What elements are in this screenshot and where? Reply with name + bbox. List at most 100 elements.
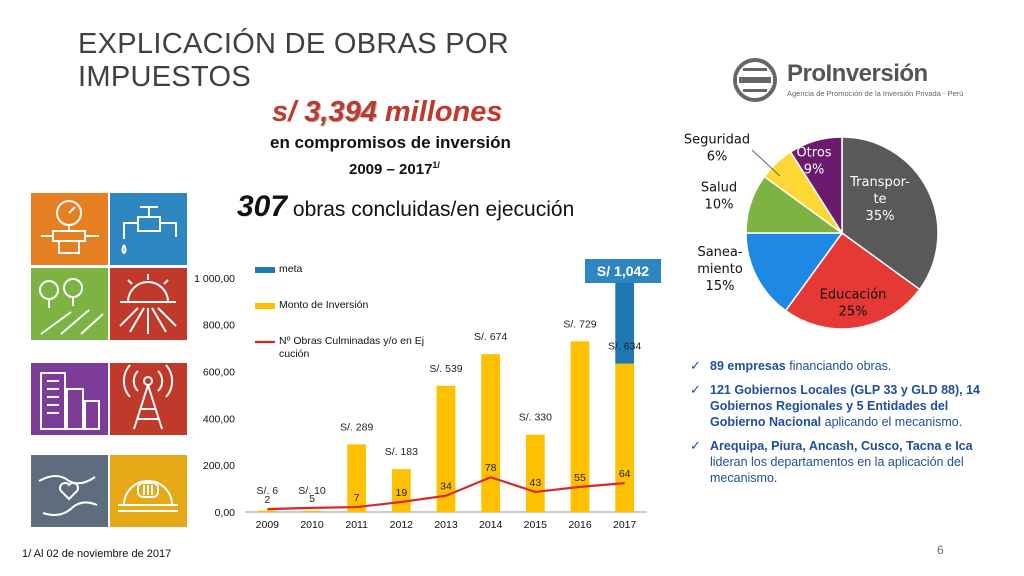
obras-count-label: 19 — [395, 487, 407, 499]
bar-value-label: S/. 330 — [519, 412, 552, 424]
legend-label: Monto de Inversión — [279, 299, 368, 311]
obras-count-label: 7 — [354, 492, 360, 504]
bullet-bold: 89 empresas — [710, 359, 786, 373]
water-tap-icon — [110, 193, 187, 265]
bar-value-label: S/. 6 — [257, 485, 279, 497]
y-tick-label: 800,00 — [203, 320, 235, 332]
pie-leader-line — [751, 149, 781, 177]
bullet-text: lideran los departamentos en la aplicaci… — [710, 455, 964, 485]
amount-value: 3,394 — [304, 96, 377, 128]
helmet-icon — [110, 455, 187, 527]
x-tick-label: 2017 — [613, 519, 637, 531]
footnote: 1/ Al 02 de noviembre de 2017 — [22, 548, 172, 560]
monto-bar — [525, 434, 545, 512]
obras-line — [267, 476, 625, 511]
obras-count-label: 2 — [264, 494, 270, 506]
bullet-item: ✓ 89 empresas financiando obras. — [690, 358, 990, 374]
antenna-tower-icon — [110, 363, 187, 435]
checkmark-icon: ✓ — [690, 358, 701, 373]
monto-bar — [257, 510, 277, 512]
obras-count-label: 34 — [440, 481, 452, 493]
title-line-1: EXPLICACIÓN DE OBRAS POR — [78, 28, 510, 60]
bullet-item: ✓ Arequipa, Piura, Ancash, Cusco, Tacna … — [690, 438, 990, 486]
bar-value-label: S/. 289 — [340, 421, 373, 433]
legend-label: meta — [279, 263, 303, 275]
sector-pie-chart: Transpor-te 35% Educación 25% Sanea-miento 15… — [684, 133, 939, 330]
y-tick-label: 1 000,00 — [194, 273, 235, 285]
checkmark-icon: ✓ — [690, 382, 701, 397]
pie-pct-label: 10% — [705, 198, 734, 213]
period-text: 2009 – 20171/ — [349, 160, 440, 178]
works-text: obras concluidas/en ejecución — [292, 198, 575, 221]
title-line-2: IMPUESTOS — [78, 61, 251, 93]
investment-bar-chart: 0,00 200,00 400,00 600,00 800,00 1 000,00 2009… — [194, 263, 647, 531]
buildings-icon — [31, 363, 108, 435]
period-footnote-mark: 1/ — [432, 160, 440, 170]
monto-bar — [302, 510, 322, 512]
y-tick-label: 200,00 — [203, 460, 235, 472]
logo-tagline: Agencia de Promoción de la Inversión Pri… — [787, 89, 964, 98]
works-summary: 307 obras concluidas/en ejecución — [237, 190, 574, 224]
pie-pct-label: 15% — [706, 279, 735, 294]
x-tick-label: 2016 — [568, 519, 592, 531]
obras-count-label: 43 — [529, 477, 541, 489]
pie-label: Sanea- — [697, 245, 742, 260]
hands-heart-icon — [31, 455, 108, 527]
pie-label: miento — [697, 262, 743, 277]
amount-prefix: s/ — [272, 96, 297, 128]
monto-bar — [615, 363, 635, 512]
investment-amount: s/ 3,394 millones — [272, 96, 503, 129]
pie-label: te — [873, 192, 886, 207]
obras-count-label: 64 — [619, 468, 631, 480]
works-number: 307 — [237, 190, 288, 223]
bullet-text: financiando obras. — [785, 359, 892, 373]
total-badge: S/ 1,042 — [585, 259, 661, 283]
monto-bar — [436, 385, 456, 512]
obras-count-label: 78 — [485, 462, 497, 474]
bar-value-label: S/. 729 — [563, 318, 596, 330]
gauge-pipe-icon — [31, 193, 108, 265]
x-tick-label: 2012 — [390, 519, 414, 531]
pie-label: Seguridad — [684, 133, 750, 148]
period-years: 2009 – 2017 — [349, 161, 433, 178]
obras-count-label: 5 — [309, 493, 315, 505]
x-tick-label: 2010 — [300, 519, 324, 531]
x-tick-label: 2015 — [524, 519, 548, 531]
y-tick-label: 600,00 — [203, 367, 235, 379]
logo-name: ProInversión — [787, 60, 928, 87]
bullet-list: ✓ 89 empresas financiando obras. ✓ 121 G… — [690, 358, 990, 494]
pie-pct-label: 25% — [839, 305, 868, 320]
pie-pct-label: 6% — [707, 150, 728, 165]
monto-bar — [570, 341, 590, 512]
bar-value-label: S/. 10 — [298, 485, 326, 497]
pie-slice — [841, 136, 939, 291]
y-tick-label: 0,00 — [215, 507, 236, 519]
commitment-text: en compromisos de inversión — [270, 133, 511, 152]
checkmark-icon: ✓ — [690, 438, 701, 453]
legend-label-cont: cución — [279, 348, 310, 360]
road-trees-icon — [31, 268, 108, 340]
pie-slice — [789, 136, 843, 236]
monto-bar — [347, 444, 367, 512]
bullet-text: aplicando el mecanismo. — [821, 415, 963, 429]
monto-bar — [481, 354, 501, 512]
x-tick-label: 2013 — [434, 519, 458, 531]
pie-label: Educación — [820, 288, 887, 303]
x-tick-label: 2014 — [479, 519, 503, 531]
page-number: 6 — [937, 543, 944, 557]
bullet-item: ✓ 121 Gobiernos Locales (GLP 33 y GLD 88… — [690, 382, 990, 430]
bullet-bold: 121 Gobiernos Locales (GLP 33 y GLD 88),… — [710, 383, 981, 429]
bullet-bold: Arequipa, Piura, Ancash, Cusco, Tacna e … — [710, 439, 973, 453]
obras-count-label: 55 — [574, 472, 586, 484]
meta-bar — [615, 268, 635, 364]
legend-swatch — [255, 267, 275, 273]
pie-slice — [745, 232, 844, 312]
bar-value-label: S/. 674 — [474, 331, 507, 343]
pie-pct-label: 35% — [866, 209, 895, 224]
x-tick-label: 2011 — [345, 519, 368, 531]
legend-label: Nº Obras Culminadas y/o en Ej — [279, 335, 424, 347]
pie-label: Otros — [796, 146, 831, 161]
bar-value-label: S/. 634 — [608, 341, 641, 353]
sunrise-icon — [110, 268, 187, 340]
x-tick-label: 2009 — [256, 519, 280, 531]
